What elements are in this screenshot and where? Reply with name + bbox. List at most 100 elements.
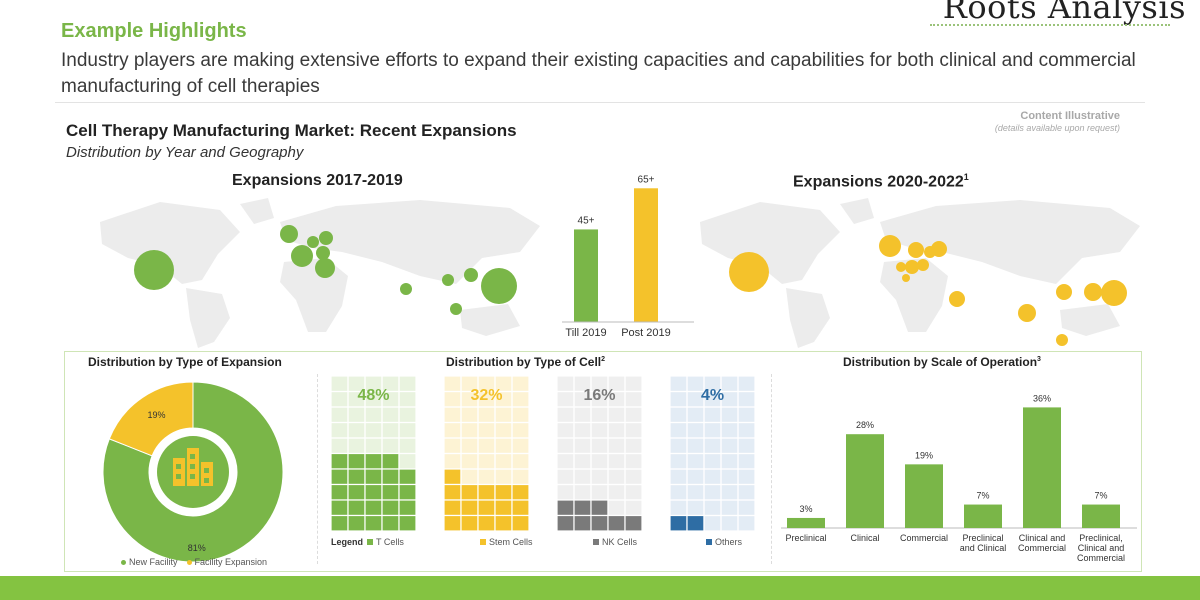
map-bubbles [729, 235, 1127, 346]
map-bubble [442, 274, 454, 286]
waffle-cell-filled [347, 468, 366, 486]
waffle-cell-filled [330, 452, 349, 470]
greenland-shape [240, 198, 274, 224]
scale-bar-value: 19% [915, 450, 933, 460]
legend-label-facility-expansion: Facility Expansion [194, 557, 268, 567]
waffle-cell-filled [511, 514, 530, 532]
cell-type-footnote: 2 [601, 356, 606, 363]
building-windows [176, 454, 209, 483]
waffle-cell-filled [398, 499, 417, 517]
donut-legend: New Facility Facility Expansion [121, 557, 267, 567]
map-bubble [905, 260, 919, 274]
footer-band [0, 576, 1200, 600]
legend-label: Stem Cells [489, 537, 533, 547]
africa-shape [880, 258, 948, 332]
map-bubbles [134, 225, 517, 315]
map-bubble [917, 259, 929, 271]
map-bubble [134, 250, 174, 290]
window-shape [190, 464, 195, 469]
waffle-cell-filled [511, 483, 530, 501]
year-bar-value: 45+ [578, 215, 595, 226]
content-note-detail: (details available upon request) [994, 123, 1120, 133]
waffle-cell-filled [381, 452, 400, 470]
scale-bar-value: 7% [976, 491, 989, 501]
waffle-cell-filled [460, 514, 479, 532]
chart-subtitle: Distribution by Year and Geography [66, 144, 304, 161]
legend-swatch-new-facility [121, 559, 126, 565]
year-bar-label: Till 2019 [565, 327, 606, 339]
map-bubble [464, 268, 478, 282]
map-bubble [450, 303, 462, 315]
waffle-cell-filled [398, 468, 417, 486]
waffle-percent: 32% [470, 387, 502, 404]
map-bubble [1056, 334, 1068, 346]
waffle-cell-filled [590, 514, 609, 532]
waffle-cell-filled [364, 499, 383, 517]
waffle-cell-filled [364, 514, 383, 532]
window-shape [176, 474, 181, 479]
map-right-title-text: Expansions 2020-2022 [793, 173, 964, 191]
waffle-cell-filled [443, 499, 462, 517]
scale-bar [846, 434, 884, 528]
cell-type-title-text: Distribution by Type of Cell [446, 355, 602, 369]
waffle-cell-filled [347, 483, 366, 501]
donut-slice [108, 381, 194, 457]
waffle-cell-filled [443, 514, 462, 532]
cell-type-title: Distribution by Type of Cell2 [446, 355, 605, 369]
waffle-cell-filled [460, 483, 479, 501]
south-america-shape [786, 288, 830, 348]
scale-of-operation-chart: 3% Preclinical 28% Clinical 19% Commercial 7% P… [781, 393, 1137, 563]
legend-swatch [480, 539, 486, 545]
map-bubble [291, 245, 313, 267]
map-bubble [1056, 284, 1072, 300]
map-bubble [896, 262, 906, 272]
map-bubble [315, 258, 335, 278]
waffle-cell-filled [330, 483, 349, 501]
waffle-cell-filled [669, 514, 688, 532]
legend-swatch [593, 539, 599, 545]
map-bubble [481, 268, 517, 304]
expansion-type-donut: 81% 19% [102, 381, 284, 563]
map-bubble [1101, 280, 1127, 306]
chart-title: Cell Therapy Manufacturing Market: Recen… [66, 121, 517, 140]
expansion-type-title: Distribution by Type of Expansion [88, 355, 282, 369]
distribution-panel: Distribution by Type of Expansion Distri… [64, 351, 1142, 572]
waffle-cell-filled [477, 499, 496, 517]
world-map-right [700, 198, 1140, 348]
waffle-percent: 4% [701, 387, 724, 404]
waffle-cell-filled [347, 499, 366, 517]
waffle-cell-filled [494, 499, 513, 517]
waffle-cell-filled [443, 468, 462, 486]
eurasia-shape [280, 200, 540, 284]
scale-bar [964, 504, 1002, 528]
map-right-title: Expansions 2020-20221 [793, 172, 969, 191]
greenland-shape [840, 198, 874, 224]
brand-logo: Roots Analysis [942, 0, 1186, 26]
waffle-cell-filled [624, 514, 643, 532]
waffle-cell-filled [330, 468, 349, 486]
scale-bar-value: 28% [856, 420, 874, 430]
legend-label-new-facility: New Facility [129, 557, 178, 567]
page-description: Industry players are making extensive ef… [61, 50, 1136, 97]
window-shape [190, 454, 195, 459]
year-bar [634, 188, 658, 322]
waffle-cell-filled [330, 514, 349, 532]
yearly-expansions-chart: 45+ Till 2019 65+ Post 2019 [562, 174, 694, 339]
world-map-left [100, 198, 540, 348]
legend-title: Legend [331, 537, 363, 547]
building-shape [173, 458, 185, 486]
map-bubble [319, 231, 333, 245]
window-shape [176, 464, 181, 469]
donut-label: 81% [188, 543, 206, 553]
year-bar-label: Post 2019 [621, 327, 671, 339]
legend-label: T Cells [376, 537, 404, 547]
waffle-cell-filled [443, 483, 462, 501]
waffle-cell-filled [398, 483, 417, 501]
waffle-cell-filled [347, 452, 366, 470]
eurasia-shape [880, 200, 1140, 284]
waffle-cell-filled [364, 452, 383, 470]
legend-label: NK Cells [602, 537, 638, 547]
waffle-cell-filled [398, 514, 417, 532]
north-america-shape [700, 202, 840, 284]
